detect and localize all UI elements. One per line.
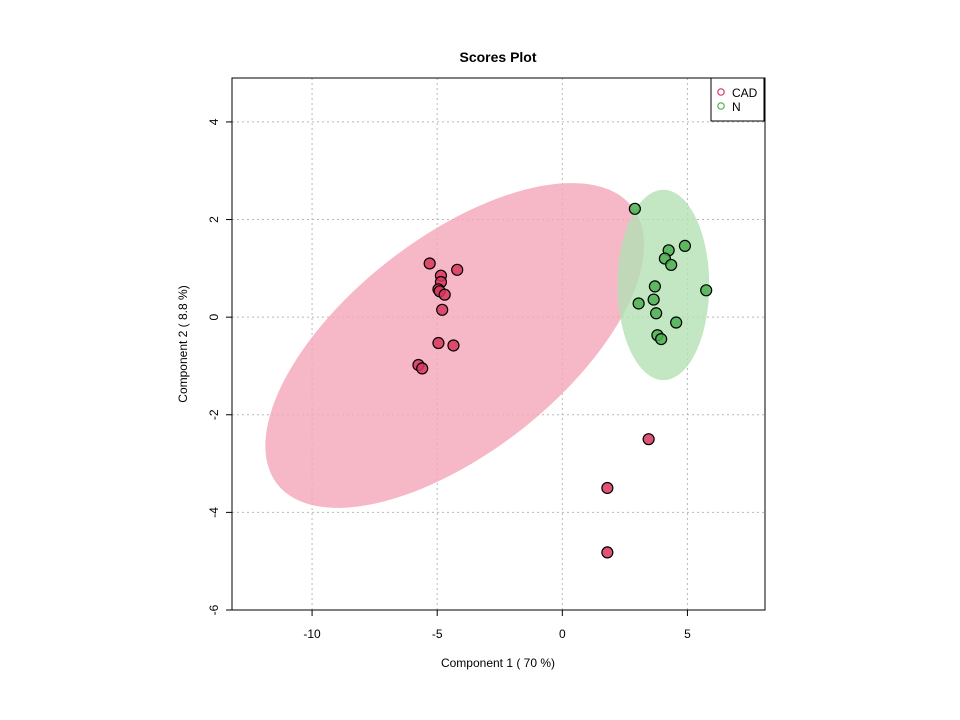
legend-box (710, 77, 765, 122)
point-n (665, 258, 678, 272)
x-axis-label: Component 1 ( 70 %) (441, 656, 555, 670)
point-cad (601, 546, 614, 559)
point-n (647, 293, 660, 306)
x-tick-label: -5 (432, 627, 443, 641)
point-n (655, 333, 668, 346)
legend-marker-n (717, 102, 725, 110)
y-tick-label: -2 (207, 409, 221, 420)
legend-label-n: N (732, 100, 741, 114)
point-n (678, 239, 692, 252)
point-cad (436, 303, 449, 316)
y-tick-label: -4 (207, 507, 221, 518)
y-tick-label: 4 (207, 118, 221, 125)
point-n (650, 307, 663, 320)
y-tick-label: -6 (207, 604, 221, 615)
legend-marker-cad (717, 88, 725, 96)
point-cad (447, 339, 460, 352)
point-n (648, 280, 661, 293)
point-n (670, 316, 683, 329)
point-n (628, 202, 641, 215)
point-cad (438, 288, 451, 301)
x-tick-label: -10 (303, 627, 321, 641)
data-points (412, 202, 713, 559)
point-cad (423, 257, 436, 270)
point-cad (432, 336, 445, 350)
point-cad (601, 481, 614, 495)
x-tick-label: 5 (684, 627, 691, 641)
x-tick-label: 0 (559, 627, 566, 641)
axes: -10 -5 0 5 -6 -4 -2 0 2 4 (207, 118, 691, 641)
point-n (700, 284, 713, 297)
confidence-ellipses (265, 183, 710, 508)
point-cad (416, 362, 429, 375)
legend-label-cad: CAD (732, 86, 758, 100)
point-n (632, 297, 645, 310)
point-cad (642, 433, 655, 446)
y-tick-label: 0 (207, 313, 221, 320)
y-tick-label: 2 (207, 216, 221, 223)
plot-frame (231, 77, 766, 611)
point-cad (451, 263, 464, 276)
chart-title: Scores Plot (459, 49, 536, 65)
y-axis-label: Component 2 ( 8.8 %) (176, 285, 190, 402)
ellipse-n (617, 189, 710, 381)
